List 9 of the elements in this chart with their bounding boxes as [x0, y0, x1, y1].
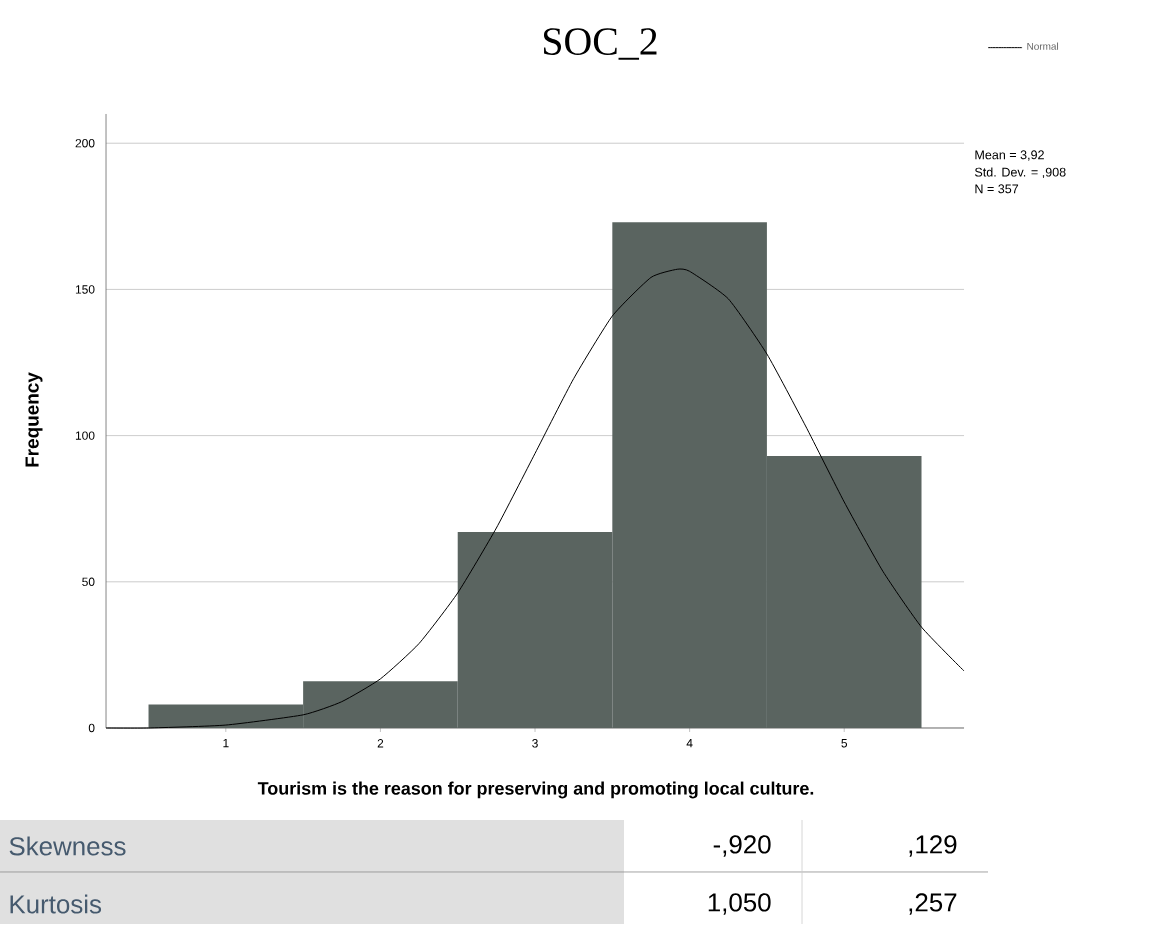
text: Skewness: [9, 836, 126, 856]
x-axis-title: Tourism is the reason for preserving and promoting local culture.: [257, 781, 814, 799]
text: ,129: [909, 835, 957, 857]
text: 1,050: [708, 893, 771, 915]
text: ,257: [909, 893, 957, 915]
y-axis-title: Frequency: [25, 372, 43, 467]
text: Kurtosis: [10, 894, 102, 914]
chart-title: SOC_2: [543, 28, 657, 60]
text: -,920: [713, 835, 771, 857]
